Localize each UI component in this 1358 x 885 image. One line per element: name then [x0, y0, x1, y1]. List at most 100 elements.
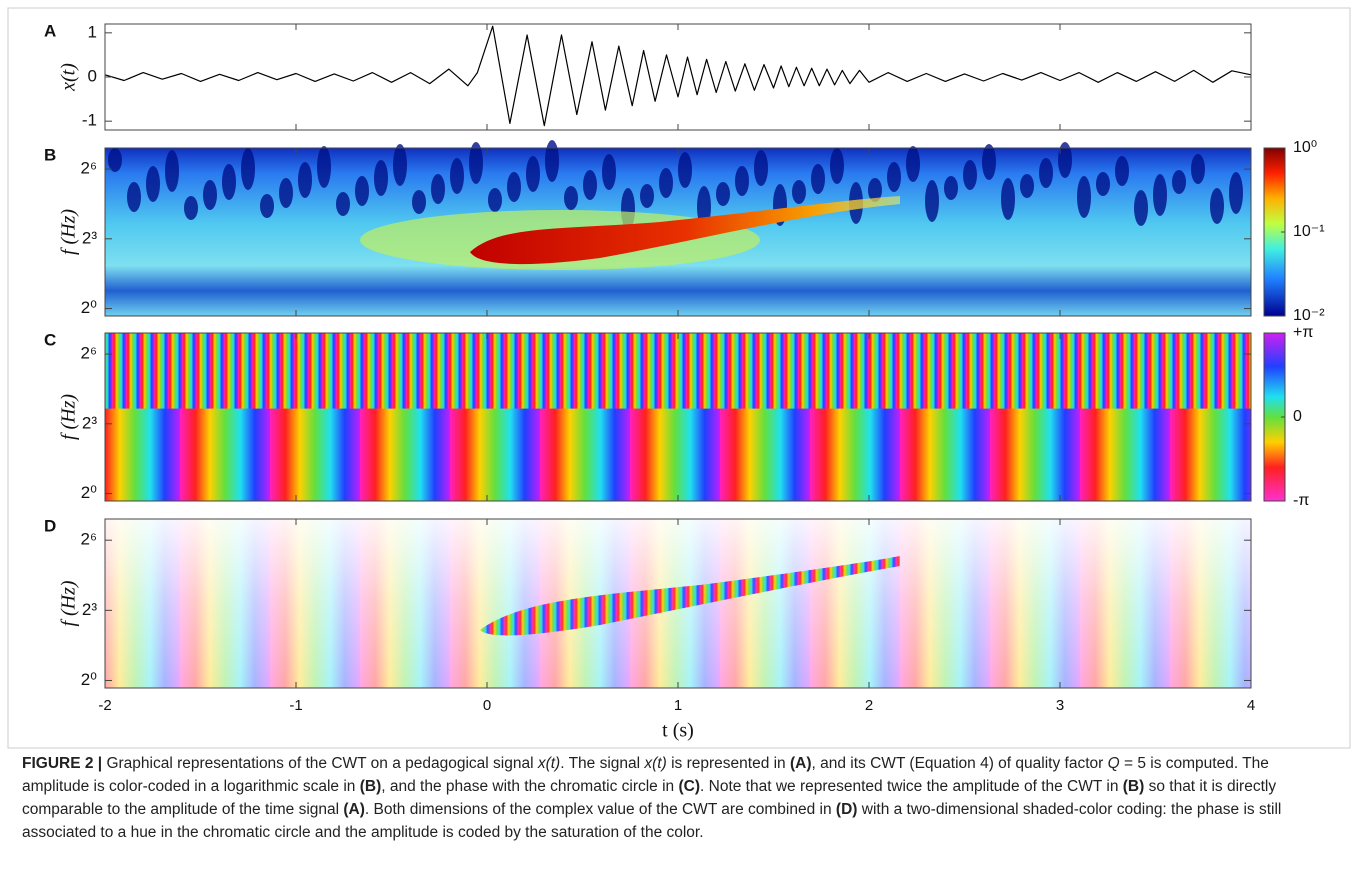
colorbar-tick-label: 0: [1293, 408, 1302, 425]
y-tick-label: 2⁰: [81, 483, 97, 502]
panel-letter: B: [44, 145, 56, 164]
y-tick-label: -1: [82, 111, 97, 130]
heatmap-blob: [374, 160, 388, 196]
heatmap-blob: [868, 178, 882, 202]
heatmap-blob: [469, 142, 483, 184]
heatmap-blob: [450, 158, 464, 194]
caption-text: (A): [790, 755, 812, 772]
heatmap-blob: [982, 144, 996, 180]
y-tick-label: 2⁶: [81, 159, 97, 178]
figure-frame: [7, 7, 1351, 749]
heatmap-blob: [260, 194, 274, 218]
heatmap-blob: [545, 140, 559, 182]
heatmap-blob: [507, 172, 521, 202]
y-tick-label: 2⁰: [81, 670, 97, 689]
colorbar-tick-label: -π: [1293, 492, 1309, 509]
signal-line: [104, 25, 1252, 127]
heatmap-blob: [526, 156, 540, 192]
caption-text: x(t): [537, 755, 561, 772]
heatmap-blob: [1229, 172, 1243, 214]
heatmap-blob: [336, 192, 350, 216]
caption-text: (C): [678, 778, 701, 795]
caption-text: Q: [1107, 755, 1120, 772]
heatmap-blob: [830, 148, 844, 184]
heatmap-blob: [811, 164, 825, 194]
y-tick-label: 2⁶: [81, 530, 97, 549]
heatmap-blob: [165, 150, 179, 192]
caption-text: with a two-dimensional shaded-color codi…: [22, 801, 1282, 841]
heatmap-blob: [1153, 174, 1167, 216]
heatmap-blob: [1058, 142, 1072, 178]
heatmap-blob: [1172, 170, 1186, 194]
heatmap-blob: [1039, 158, 1053, 188]
heatmap-blob: [583, 170, 597, 200]
heatmap-blob: [1115, 156, 1129, 186]
heatmap-blob: [1001, 178, 1015, 220]
caption-text: (A): [343, 801, 365, 818]
caption-text: FIGURE 2 |: [22, 755, 103, 772]
heatmap-blob: [925, 180, 939, 222]
heatmap-ridge: [480, 556, 900, 636]
heatmap-blob: [317, 146, 331, 188]
heatmap-ridge: [470, 196, 900, 265]
y-tick-label: 1: [88, 22, 97, 41]
heatmap-blob: [678, 152, 692, 188]
y-tick-label: 0: [88, 66, 97, 85]
heatmap-image: [105, 333, 1251, 409]
panel-letter: D: [44, 516, 56, 535]
y-axis-label: x(t): [58, 63, 80, 92]
caption-text: x(t): [644, 755, 667, 772]
heatmap-blob: [887, 162, 901, 192]
heatmap-blob: [203, 180, 217, 210]
x-tick-label: 1: [674, 697, 682, 714]
caption-text: , and the phase with the chromatic circl…: [381, 778, 679, 795]
y-axis-label: f (Hz): [58, 580, 80, 626]
heatmap-blob: [716, 182, 730, 206]
heatmap-blob: [298, 162, 312, 198]
x-tick-label: -2: [98, 697, 111, 714]
heatmap-blob: [1191, 154, 1205, 184]
heatmap-blob: [659, 168, 673, 198]
heatmap-blob: [602, 154, 616, 190]
colorbar-tick-label: 10⁻²: [1293, 307, 1325, 324]
heatmap-blob: [222, 164, 236, 200]
caption-text: = 5 is computed. The amplitude is color-…: [22, 755, 1269, 795]
heatmap-blob: [754, 150, 768, 186]
x-tick-label: -1: [289, 697, 302, 714]
heatmap-blob: [640, 184, 654, 208]
heatmap-blob: [184, 196, 198, 220]
x-tick-label: 4: [1247, 697, 1255, 714]
heatmap-blob: [488, 188, 502, 212]
heatmap-blob: [564, 186, 578, 210]
panel-letter: A: [44, 21, 56, 40]
y-axis-label: f (Hz): [58, 209, 80, 255]
caption-text: so that it is directly comparable to the…: [22, 778, 1277, 818]
heatmap-blob: [1096, 172, 1110, 196]
caption-text: Graphical representations of the CWT on …: [102, 755, 538, 772]
heatmap-blob: [241, 148, 255, 190]
caption-text: is represented in: [666, 755, 790, 772]
heatmap-blob: [1020, 174, 1034, 198]
y-tick-label: 2³: [82, 600, 97, 619]
heatmap-blob: [431, 174, 445, 204]
heatmap-blob: [146, 166, 160, 202]
y-tick-label: 2⁰: [81, 298, 97, 317]
y-axis-label: f (Hz): [58, 394, 80, 440]
colorbar-tick-label: 10⁰: [1293, 139, 1317, 156]
caption-text: (B): [1122, 778, 1145, 795]
caption: FIGURE 2 | Graphical representations of …: [22, 752, 1340, 844]
x-tick-label: 3: [1056, 697, 1064, 714]
caption-text: . Note that we represented twice the amp…: [700, 778, 1123, 795]
heatmap-blob: [1134, 190, 1148, 226]
y-tick-label: 2³: [82, 413, 97, 432]
heatmap-blob: [963, 160, 977, 190]
heatmap-blob: [355, 176, 369, 206]
heatmap-blob: [127, 182, 141, 212]
heatmap-blob: [108, 148, 122, 172]
caption-text: (B): [359, 778, 382, 795]
heatmap-blob: [906, 146, 920, 182]
heatmap-blob: [393, 144, 407, 186]
x-axis-label: t (s): [662, 720, 694, 742]
colorbar-tick-label: 10⁻¹: [1293, 223, 1325, 240]
